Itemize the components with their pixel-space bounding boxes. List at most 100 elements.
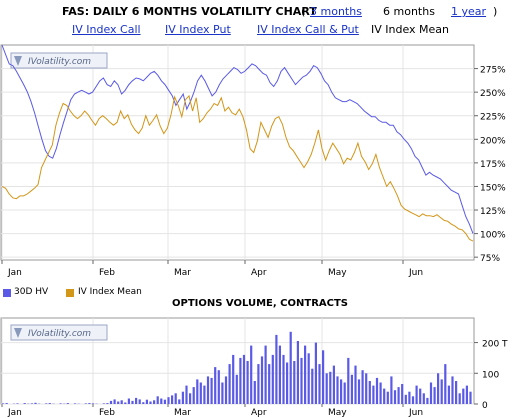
plot-frame bbox=[0, 44, 475, 261]
volume-bar-52 bbox=[189, 393, 192, 405]
volume-bar-77 bbox=[278, 345, 281, 404]
volume-bar-76 bbox=[275, 334, 278, 404]
volume-bar-95 bbox=[343, 382, 346, 404]
tab-iv-index-call-put[interactable]: IV Index Call & Put bbox=[257, 23, 359, 36]
volume-bar-84 bbox=[304, 345, 307, 404]
volume-bar-127 bbox=[458, 393, 461, 405]
volume-bar-20 bbox=[73, 403, 77, 404]
volume-bar-68 bbox=[246, 361, 249, 404]
volume-bar-118 bbox=[426, 397, 429, 404]
volume-bar-72 bbox=[260, 356, 264, 404]
x-tick-label-feb: Feb bbox=[99, 268, 115, 278]
volume-bar-8 bbox=[30, 403, 33, 404]
volume-bar-29 bbox=[106, 403, 109, 404]
volume-bar-41 bbox=[149, 401, 152, 404]
volume-bar-0 bbox=[2, 403, 5, 404]
volume-bar-55 bbox=[199, 382, 202, 404]
volume-bar-87 bbox=[314, 342, 317, 404]
tab-iv-index-call[interactable]: IV Index Call bbox=[72, 23, 141, 36]
volume-bar-45 bbox=[163, 399, 166, 404]
volume-x-tick-label-apr: Apr bbox=[251, 408, 267, 418]
volume-bar-9 bbox=[34, 402, 37, 404]
range-paren-close: ) bbox=[493, 5, 498, 18]
volume-bar-120 bbox=[433, 387, 436, 404]
volume-bar-123 bbox=[444, 364, 447, 404]
volume-bar-1 bbox=[5, 403, 8, 404]
volume-bar-58 bbox=[210, 377, 213, 404]
volume-bar-93 bbox=[336, 376, 339, 404]
volume-bar-122 bbox=[440, 379, 443, 404]
volume-bar-128 bbox=[462, 388, 465, 404]
volume-bar-104 bbox=[375, 377, 379, 404]
options-volume-bar-chart: IVolatility.com 0 100 200 T Jan Feb Mar Apr Ma… bbox=[0, 317, 508, 418]
volume-bar-33 bbox=[120, 400, 123, 404]
x-tick-label-jan: Jan bbox=[7, 268, 22, 278]
volume-bar-35 bbox=[127, 398, 130, 404]
logo-mark bbox=[14, 328, 22, 338]
ivolatility-logo: IVolatility.com bbox=[10, 52, 108, 69]
volume-bar-88 bbox=[318, 364, 321, 404]
volume-y-tick-label-200-t: 200 T bbox=[482, 340, 508, 350]
volume-bar-25 bbox=[91, 403, 95, 404]
volume-y-tick-label-100: 100 bbox=[482, 370, 499, 380]
y-tick-label-250: 250% bbox=[480, 89, 506, 99]
series-line-30d-hv bbox=[1, 44, 474, 234]
volume-bar-105 bbox=[379, 382, 382, 404]
volume-y-tick-label-0: 0 bbox=[482, 401, 488, 411]
volume-bar-119 bbox=[429, 382, 433, 404]
logo-mark bbox=[14, 56, 22, 66]
y-tick-label-150: 150% bbox=[480, 183, 506, 193]
volume-bar-109 bbox=[393, 390, 397, 404]
volume-bar-49 bbox=[178, 399, 181, 404]
volume-x-tick-label-jan: Jan bbox=[7, 408, 22, 418]
volume-y-axis-ticks: 0 100 200 T bbox=[474, 340, 508, 411]
volume-bars bbox=[2, 331, 472, 405]
volume-bar-61 bbox=[221, 382, 224, 404]
volume-bar-12 bbox=[45, 403, 48, 404]
volume-bar-125 bbox=[451, 376, 454, 404]
volume-x-tick-label-mar: Mar bbox=[174, 408, 191, 418]
volume-bar-75 bbox=[271, 354, 274, 404]
volume-bar-96 bbox=[347, 357, 350, 404]
volume-bar-112 bbox=[404, 394, 407, 404]
volume-bar-102 bbox=[368, 381, 371, 404]
header-bar: FAS: DAILY 6 MONTHS VOLATILITY CHART ( 3… bbox=[0, 2, 520, 20]
volume-bar-106 bbox=[383, 388, 386, 404]
volume-bar-92 bbox=[332, 365, 335, 404]
volume-bar-115 bbox=[415, 385, 418, 404]
volume-bar-82 bbox=[296, 341, 299, 404]
volume-bar-71 bbox=[257, 364, 260, 404]
volatility-line-chart: IVolatility.com 75% 100% 125% 150% 175% 200% 2… bbox=[0, 44, 506, 278]
volume-bar-69 bbox=[250, 345, 253, 404]
tab-iv-index-put[interactable]: IV Index Put bbox=[165, 23, 231, 36]
volume-bar-38 bbox=[138, 399, 141, 404]
volume-bar-65 bbox=[235, 374, 238, 404]
legend-label-iv-index-mean: IV Index Mean bbox=[78, 287, 142, 297]
volume-bar-74 bbox=[268, 364, 271, 404]
y-tick-label-225: 225% bbox=[480, 113, 506, 123]
ivolatility-logo-volume: IVolatility.com bbox=[10, 324, 108, 341]
series-line-iv-index-mean bbox=[1, 94, 474, 242]
tab-iv-index-mean: IV Index Mean bbox=[371, 23, 450, 36]
range-link-3-months[interactable]: 3 months bbox=[310, 5, 362, 18]
volume-bar-42 bbox=[153, 400, 156, 404]
range-link-1-year[interactable]: 1 year bbox=[451, 5, 487, 18]
logo-text: IVolatility.com bbox=[28, 329, 91, 339]
volume-bar-30 bbox=[109, 400, 113, 404]
x-tick-label-apr: Apr bbox=[251, 268, 267, 278]
volume-bar-126 bbox=[455, 381, 458, 404]
volume-bar-54 bbox=[196, 379, 199, 404]
volume-bar-97 bbox=[350, 374, 353, 404]
volume-bar-73 bbox=[264, 345, 267, 404]
chart-legend: 30D HV IV Index Mean bbox=[0, 286, 520, 300]
volume-bar-16 bbox=[59, 403, 62, 404]
volume-bar-81 bbox=[293, 361, 296, 404]
y-tick-label-75: 75% bbox=[480, 254, 500, 264]
volume-bar-117 bbox=[422, 393, 425, 405]
y-axis-ticks: 75% 100% 125% 150% 175% 200% 225% 250% 275% bbox=[474, 66, 506, 264]
volume-bar-101 bbox=[365, 373, 368, 404]
volume-bar-28 bbox=[102, 403, 105, 404]
volume-bar-51 bbox=[185, 385, 188, 404]
volume-bar-107 bbox=[386, 391, 389, 404]
volume-bar-70 bbox=[253, 381, 256, 404]
